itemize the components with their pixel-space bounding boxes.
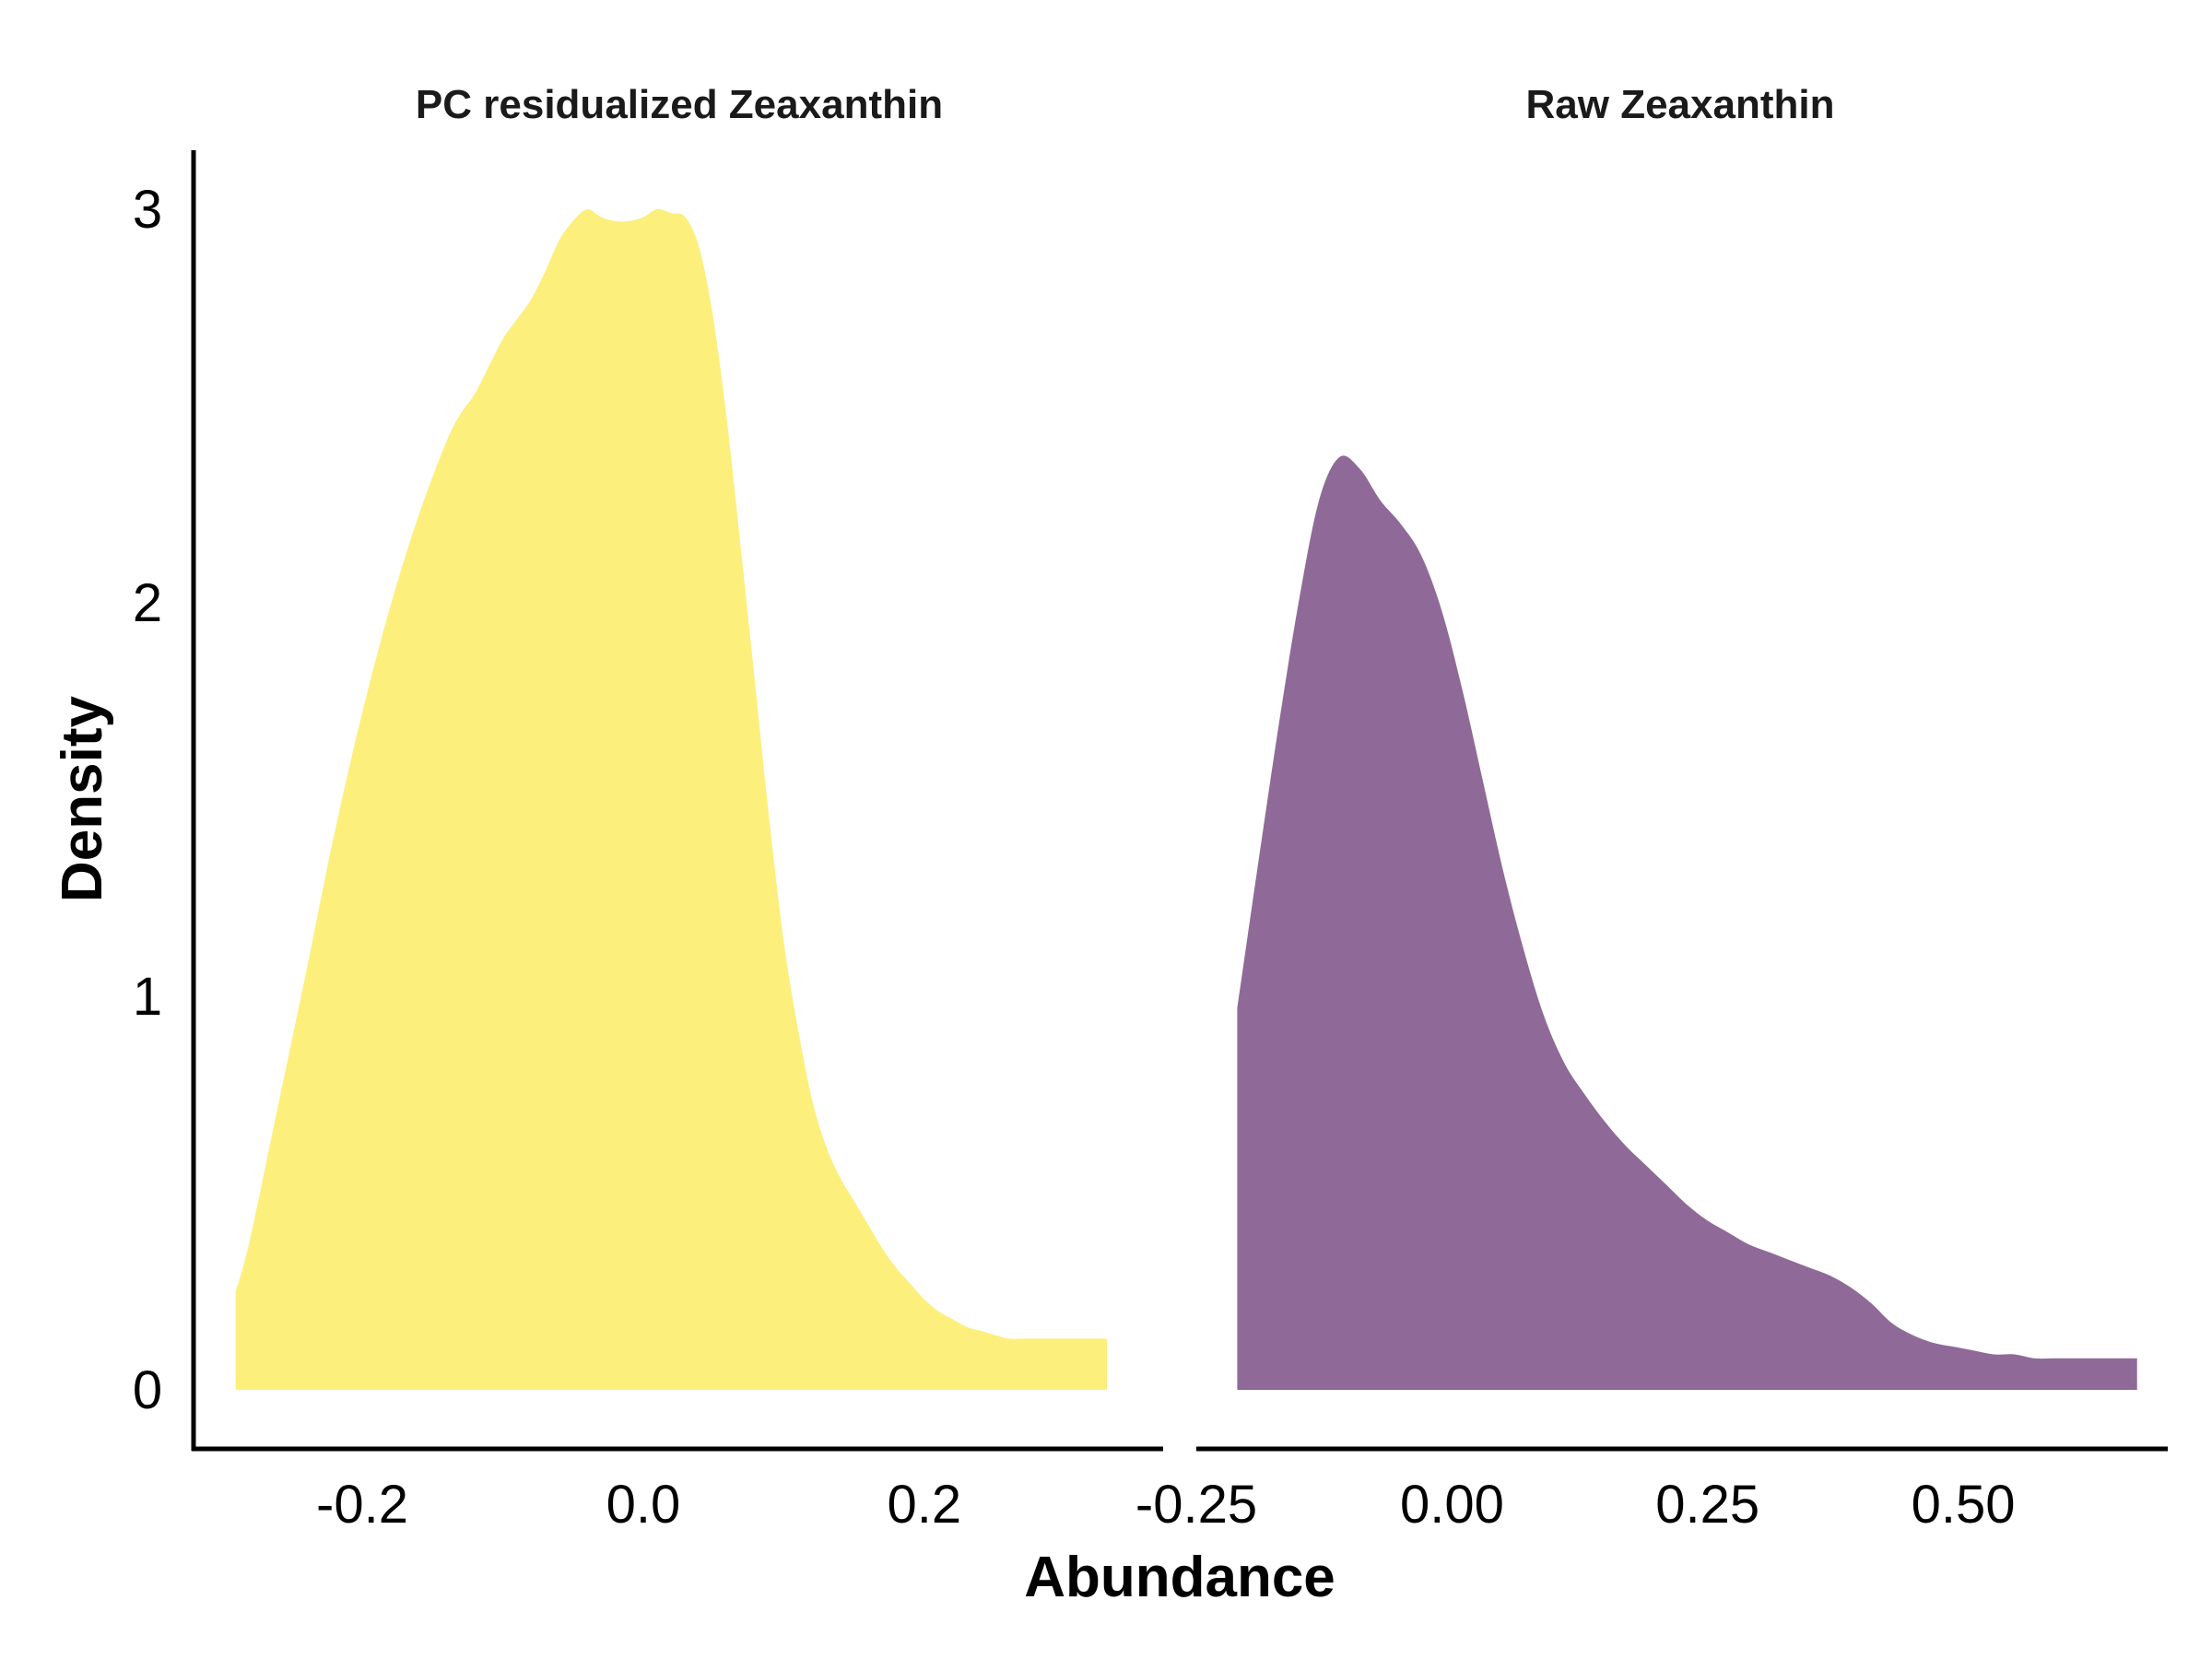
panel-pc-residualized: PC residualized Zeaxanthin -0.2 0.0 0.2 xyxy=(191,82,1163,1535)
density-area-right-series-0 xyxy=(1237,455,2137,1390)
x-tick-label-left-0: -0.2 xyxy=(316,1475,408,1535)
density-area-left-series-0 xyxy=(235,208,1107,1391)
x-tick-label-left-2: 0.2 xyxy=(887,1475,961,1535)
density-area-left xyxy=(235,208,1107,1391)
density-area-right xyxy=(1237,455,2137,1390)
y-tick-label-2: 2 xyxy=(133,573,162,633)
x-tick-label-left-1: 0.0 xyxy=(606,1475,681,1535)
panel-raw: Raw Zeaxanthin -0.25 0.00 0.25 0.50 xyxy=(1135,82,2168,1535)
y-tick-label-0: 0 xyxy=(133,1360,162,1420)
x-tick-labels-right: -0.25 0.00 0.25 0.50 xyxy=(1135,1475,2016,1535)
y-tick-label-1: 1 xyxy=(133,967,162,1027)
x-axis-title: Abundance xyxy=(1024,1546,1335,1609)
x-tick-label-right-2: 0.25 xyxy=(1655,1475,1759,1535)
panel-title-right: Raw Zeaxanthin xyxy=(1526,82,1835,127)
x-tick-label-right-1: 0.00 xyxy=(1400,1475,1504,1535)
x-tick-label-right-0: -0.25 xyxy=(1135,1475,1257,1535)
panel-title-left: PC residualized Zeaxanthin xyxy=(416,82,943,127)
x-tick-label-right-3: 0.50 xyxy=(1912,1475,2016,1535)
y-axis-title: Density xyxy=(51,696,114,902)
y-tick-labels: 0 1 2 3 xyxy=(133,180,162,1420)
x-tick-labels-left: -0.2 0.0 0.2 xyxy=(316,1475,961,1535)
y-tick-label-3: 3 xyxy=(133,180,162,240)
